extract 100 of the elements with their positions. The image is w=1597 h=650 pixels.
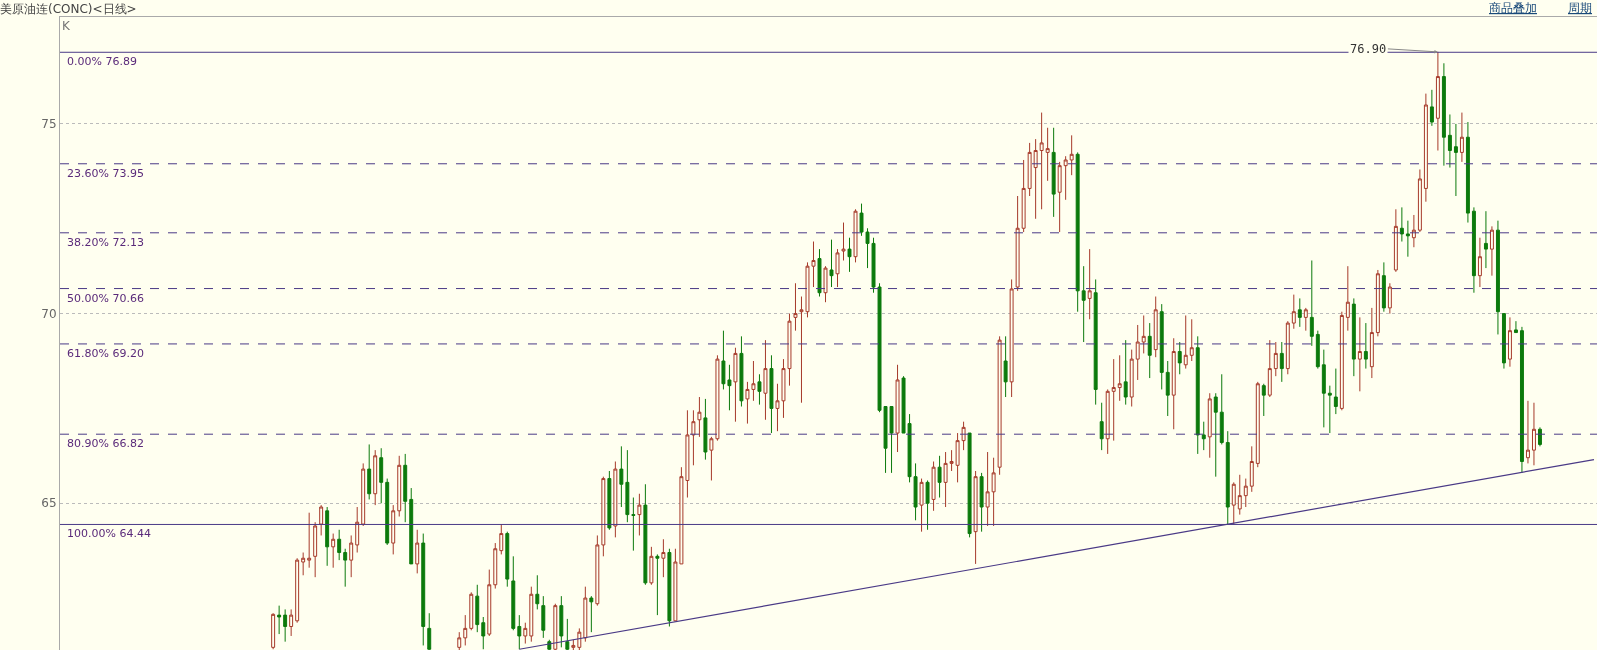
candlestick: [1417, 168, 1422, 233]
candlestick: [1531, 402, 1536, 466]
candlestick: [1207, 392, 1212, 459]
candlestick: [1477, 237, 1482, 288]
candlestick: [1315, 330, 1320, 370]
candlestick: [997, 335, 1002, 476]
candlestick: [1267, 339, 1272, 398]
candlestick: [1243, 478, 1248, 508]
candlestick: [523, 622, 528, 645]
candlestick: [421, 533, 426, 646]
candlestick: [409, 487, 414, 565]
candlestick: [763, 339, 768, 421]
candlestick: [1045, 127, 1050, 182]
candlestick: [613, 461, 618, 538]
candlestick: [1309, 259, 1314, 347]
candlestick: [1429, 89, 1434, 127]
candlestick: [1453, 123, 1458, 197]
candlestick: [1219, 373, 1224, 445]
candlestick: [595, 534, 600, 607]
candlestick: [1375, 269, 1380, 337]
candlestick: [643, 483, 648, 586]
candlestick: [391, 504, 396, 555]
candlestick: [703, 398, 708, 461]
candlestick: [979, 472, 984, 533]
candlestick: [835, 248, 840, 288]
candlestick: [487, 569, 492, 637]
candlestick: [1213, 392, 1218, 478]
candlestick: [1357, 316, 1362, 392]
chart-title: 美原油连(CONC)<日线>: [0, 1, 137, 16]
text: 商品叠加: [1489, 1, 1537, 15]
candlestick: [493, 542, 498, 590]
candlestick: [739, 335, 744, 408]
candlestick: [1465, 121, 1470, 224]
candlestick: [841, 222, 846, 261]
candlestick: [301, 552, 306, 576]
candlestick: [1513, 320, 1518, 334]
candlestick: [313, 521, 318, 578]
annotation: K: [62, 19, 71, 33]
candlestick: [1381, 261, 1386, 313]
candlestick: [1351, 297, 1356, 377]
ref-line-label: 50.00% 70.66: [67, 292, 144, 305]
candlestick: [1285, 320, 1290, 375]
text: 周期: [1568, 1, 1592, 15]
candlestick: [937, 455, 942, 499]
y-tick-label: 75: [41, 117, 57, 132]
candlestick: [1225, 430, 1230, 525]
candlestick: [793, 282, 798, 332]
candlestick: [1015, 195, 1020, 292]
candlestick: [307, 512, 312, 569]
candlestick: [757, 373, 762, 406]
candlestick: [895, 364, 900, 453]
candlestick: [1333, 368, 1338, 415]
candlestick: [1471, 206, 1476, 294]
candlestick: [463, 614, 468, 646]
candlestick: [1141, 314, 1146, 354]
candlestick: [1003, 335, 1008, 398]
candlestick: [973, 470, 978, 565]
y-tick-label: 70: [41, 306, 57, 321]
candlestick: [1441, 62, 1446, 167]
candlestick: [289, 608, 294, 637]
candlestick: [1489, 225, 1494, 277]
candlestick: [475, 584, 480, 633]
candlestick: [1303, 307, 1308, 332]
candlestick: [1321, 349, 1326, 428]
candlestick: [1099, 402, 1104, 451]
candlestick: [415, 529, 420, 574]
candlestick: [1411, 214, 1416, 248]
candlestick: [625, 449, 630, 523]
candlestick: [355, 506, 360, 554]
candlestick: [1345, 265, 1350, 332]
candlestick: [349, 534, 354, 578]
candlestick: [1063, 155, 1068, 201]
candlestick: [607, 470, 612, 531]
candlestick: [325, 506, 330, 567]
candlestick: [1027, 142, 1032, 197]
candlestick: [319, 504, 324, 536]
candlestick: [1057, 161, 1062, 233]
candlestick: [1009, 278, 1014, 398]
candlestick: [1327, 385, 1332, 434]
candlestick: [1423, 93, 1428, 203]
candlestick: [817, 248, 822, 298]
candlestick: [1153, 296, 1158, 358]
candlestick: [1459, 112, 1464, 163]
candlestick: [1195, 335, 1200, 455]
candlestick: [565, 618, 570, 650]
candlestick: [649, 546, 654, 586]
candlestick: [1447, 113, 1452, 169]
candlestick: [1339, 311, 1344, 411]
candlestick: [1273, 341, 1278, 377]
candlestick: [1159, 303, 1164, 390]
candlestick: [1021, 159, 1026, 233]
candlestick: [373, 449, 378, 506]
candlestick: [1387, 282, 1392, 315]
candlestick: [529, 586, 534, 643]
candlestick: [925, 479, 930, 531]
candlestick: [541, 595, 546, 639]
candlestick: [385, 478, 390, 546]
candlestick: [601, 476, 606, 557]
candlestick: [1117, 354, 1122, 402]
candlestick: [1231, 481, 1236, 525]
